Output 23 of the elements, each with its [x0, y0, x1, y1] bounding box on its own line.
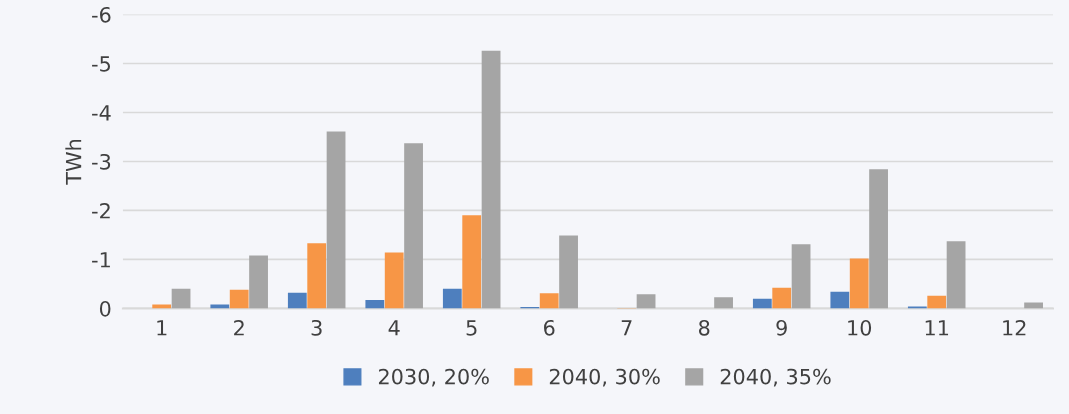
y-tick-label: -1: [92, 252, 110, 268]
x-tick-label: 4: [388, 320, 400, 336]
legend-label: 2040, 35%: [720, 368, 831, 387]
y-tick-label: 0: [99, 300, 111, 317]
x-tick-label: 9: [776, 319, 787, 336]
x-tick-label: 10: [848, 319, 872, 336]
y-tick-label: -4: [92, 105, 111, 121]
y-tick-label: -2: [92, 202, 110, 219]
x-tick-label: 5: [466, 320, 477, 336]
x-tick-label: 1: [157, 320, 167, 336]
x-tick-label: 11: [925, 320, 949, 336]
legend-label: 2030, 20%: [378, 368, 489, 387]
x-tick-label: 2: [234, 319, 244, 336]
y-tick-label: -6: [92, 6, 111, 23]
x-tick-label: 3: [311, 319, 322, 336]
y-axis-title: TWh: [65, 139, 82, 185]
x-tick-label: 6: [544, 319, 555, 336]
x-tick-label: 7: [621, 320, 632, 336]
x-tick-label: 12: [1003, 319, 1026, 336]
y-tick-label: -3: [92, 153, 111, 170]
y-tick-label: -5: [92, 56, 111, 72]
legend-label: 2040, 30%: [549, 368, 660, 387]
x-tick-label: 8: [698, 319, 710, 336]
